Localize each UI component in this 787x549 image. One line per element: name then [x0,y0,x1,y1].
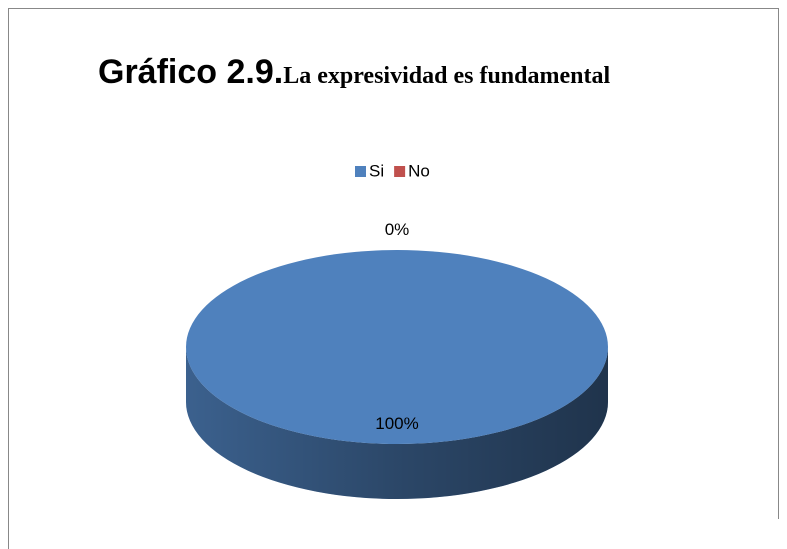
chart-subtitle: La expresividad es fundamental [283,63,611,89]
legend-label: Si [369,161,384,180]
chart-title: Gráfico 2.9. [98,53,284,91]
legend-swatch [355,166,366,177]
legend: Si No [355,161,430,180]
pie: 100% 0% [186,220,608,499]
data-label: 100% [375,414,418,433]
side-shade [186,347,608,499]
data-label: 0% [385,220,410,239]
legend-swatch [394,166,406,177]
chart-title-block: Gráfico 2.9.La expresividad es fundament… [98,50,722,101]
pie-slice [186,250,608,444]
frame [8,8,779,549]
legend-label: No [408,161,430,180]
